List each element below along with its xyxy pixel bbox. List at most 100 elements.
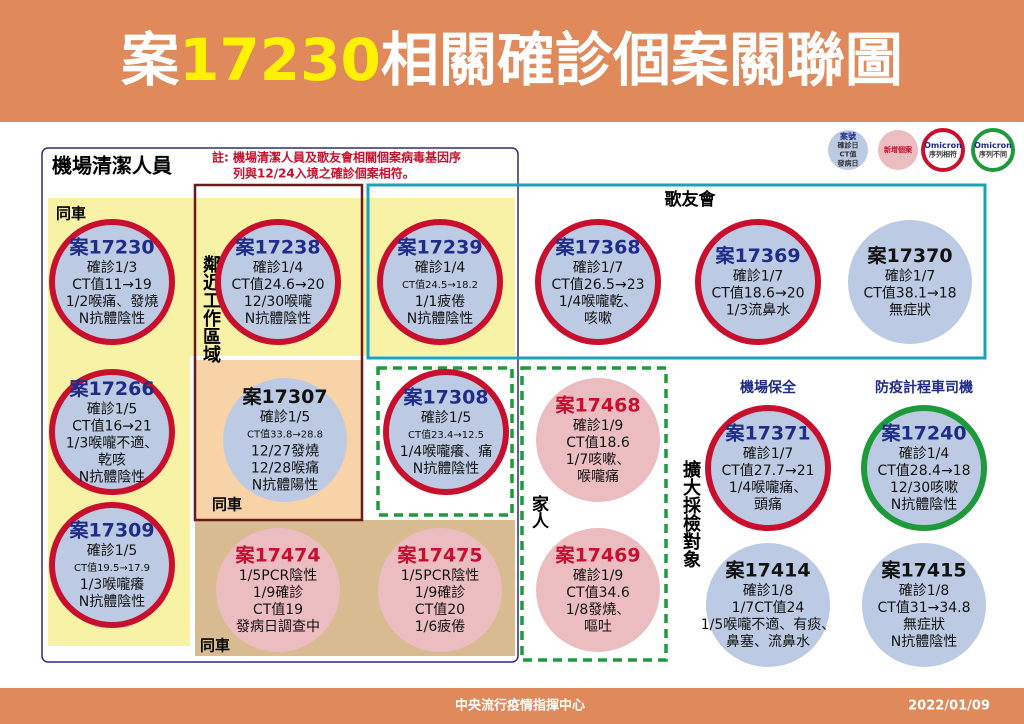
case-detail: 1/5PCR陰性 [401,568,479,584]
case-id: 案17468 [554,394,640,417]
case-id: 案17414 [724,559,810,582]
group-box [376,366,514,517]
case-detail: 12/27發燒 [251,444,319,460]
case-detail: 1/5PCR陰性 [239,568,317,584]
case-detail: 確診1/8 [899,583,950,599]
title: 案17230相關確診個案關聯圖 [121,26,903,94]
case-id: 案17266 [68,377,154,400]
case-detail: 確診1/7 [885,269,936,285]
case-id: 案17240 [880,422,966,445]
case-detail: 確診1/9 [573,418,624,434]
case-detail: 1/6疲倦 [415,618,466,635]
case-detail: 1/9確診 [253,585,304,601]
legend-text: 案號 [839,131,856,141]
case-detail: CT值24.6→20 [231,277,324,293]
case-id: 案17369 [714,244,800,267]
case-detail: 乾咳 [98,453,126,469]
case-detail: 12/30咳嗽 [890,480,958,496]
case-detail: N抗體陰性 [891,634,957,650]
case-detail: N抗體陰性 [79,470,145,486]
case-id: 案17239 [396,236,482,259]
case-detail: 確診1/8 [743,583,794,599]
case-node [377,219,503,345]
case-id: 案17368 [554,236,640,259]
case-node [862,543,986,667]
case-detail: 1/3流鼻水 [726,302,791,319]
case-detail: 12/30喉嚨 [244,293,312,310]
group-label: 機場保全 [740,379,797,396]
legend-text: Omicron [924,141,962,150]
case-node [49,369,175,495]
case-detail: CT值33.8→28.8 [247,428,323,441]
group-box [41,147,519,663]
case-detail: 1/3喉嚨不適、 [66,435,159,452]
case-detail: 確診1/5 [87,543,138,559]
case-detail: 確診1/4 [415,260,466,276]
case-detail: N抗體陰性 [413,461,479,477]
footer-band [0,688,1024,724]
case-node [848,220,972,344]
case-detail: CT值27.7→21 [721,463,814,479]
title-part: 相關確診個案關聯圖 [381,26,903,94]
case-detail: CT值16→21 [72,419,152,435]
legend-text: 發病日 [837,159,859,168]
case-id: 案17474 [234,544,320,567]
case-detail: CT值26.5→23 [551,277,644,293]
case-id: 案17307 [241,385,327,408]
case-detail: 頭痛 [754,496,782,513]
case-detail: 1/4喉嚨乾、 [559,293,638,310]
case-id: 案17238 [234,236,320,259]
case-detail: 確診1/9 [573,568,624,584]
case-detail: CT值24.5→18.2 [402,278,478,291]
case-detail: 1/5喉嚨不適、有痰、 [701,616,836,633]
case-detail: 確診1/4 [253,260,304,276]
case-id: 案17370 [866,244,952,267]
case-detail: 咳嗽 [584,311,612,327]
case-detail: 1/7CT值24 [732,600,805,616]
case-detail: CT值19 [253,602,303,618]
header-band [0,0,1024,122]
case-detail: 確診1/5 [260,410,311,426]
case-node [861,405,987,531]
group-label: 歌友會 [665,189,717,210]
case-node [536,528,660,652]
legend-circle [828,130,868,170]
group-box [520,366,668,662]
case-node [49,219,175,345]
case-node [49,502,175,628]
case-detail: 1/2喉痛、發燒 [66,293,159,310]
case-node [383,369,509,495]
legend-text: 序列相符 [928,150,957,159]
case-detail: 嘔吐 [584,619,612,635]
legend-circle [921,128,965,172]
case-detail: 1/4喉嚨痛、 [729,479,808,496]
case-id: 案17308 [402,386,488,409]
case-detail: 確診1/5 [421,410,472,426]
case-detail: 確診1/5 [87,402,138,418]
case-detail: CT值18.6 [566,435,630,451]
legend-text: 新增個案 [884,145,913,154]
case-detail: CT值19.5→17.9 [74,561,150,574]
case-detail: 1/8發燒、 [566,602,631,618]
case-node [378,528,502,652]
title-part: 案 [121,26,180,94]
group-label: 同車 [56,205,86,223]
group-box [193,183,364,522]
group-label: 擴大採檢對象 [680,459,701,568]
case-id: 案17309 [68,519,154,542]
case-detail: CT值18.6→20 [711,286,804,302]
case-detail: CT值20 [415,602,465,618]
case-detail: 無症狀 [889,303,931,319]
case-node [535,219,661,345]
case-node [706,543,830,667]
footer-agency: 中央流行疫情指揮中心 [455,698,585,714]
case-detail: 確診1/4 [899,446,950,462]
note: 註: 機場清潔人員及歌友會相關個案病毒基因序 [212,150,461,165]
case-id: 案17415 [880,559,966,582]
group-label: 機場清潔人員 [52,154,172,178]
case-detail: N抗體陰性 [407,311,473,327]
note: 列與12/24入境之確診個案相符。 [233,166,415,181]
case-node [536,378,660,502]
case-detail: CT值28.4→18 [877,463,970,479]
